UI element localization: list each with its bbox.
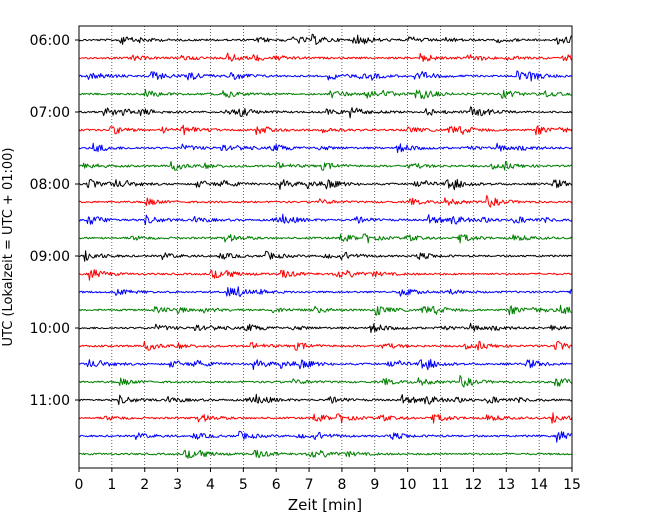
x-tick-label: 8 [337, 477, 346, 493]
trace-line [78, 304, 573, 316]
trace-line [78, 358, 573, 371]
y-tick-label: 10:00 [30, 321, 70, 337]
x-tick-label: 5 [239, 477, 248, 493]
trace-line [78, 412, 573, 424]
trace-line [78, 52, 573, 62]
x-tick-label: 2 [140, 477, 149, 493]
x-tick-label: 10 [399, 477, 417, 493]
trace-line [79, 160, 573, 171]
trace-line [78, 269, 573, 281]
trace-line [78, 340, 573, 351]
x-tick-label: 0 [75, 477, 84, 493]
seismogram-traces [78, 33, 573, 459]
trace-line [78, 70, 573, 82]
x-tick-label: 4 [206, 477, 215, 493]
trace-line [78, 430, 573, 443]
y-tick-label: 09:00 [30, 249, 70, 265]
plot-frame [78, 25, 573, 469]
x-tick-label: 7 [305, 477, 314, 493]
trace-line [78, 124, 573, 136]
y-tick-label: 11:00 [30, 393, 70, 409]
trace-line [78, 195, 573, 208]
trace-line [78, 106, 573, 119]
x-tick-label: 14 [530, 477, 548, 493]
y-tick-label: 06:00 [30, 33, 70, 49]
trace-line [78, 375, 573, 388]
trace-line [78, 213, 573, 226]
x-tick-label: 6 [272, 477, 281, 493]
trace-line [78, 88, 573, 99]
trace-line [78, 178, 573, 191]
y-tick-label: 07:00 [30, 105, 70, 121]
x-tick-label: 13 [497, 477, 515, 493]
y-axis-ticks: 06:00 07:00 08:00 09:00 10:00 11:00 [30, 33, 79, 409]
trace-line [78, 449, 572, 459]
x-axis-ticks: 0 1 2 3 4 5 6 7 8 9 10 11 12 13 14 15 [75, 468, 581, 493]
trace-line [78, 393, 573, 406]
y-tick-label: 08:00 [30, 177, 70, 193]
trace-line [78, 33, 572, 45]
trace-line [78, 250, 573, 262]
trace-line [78, 322, 573, 334]
trace-line [78, 233, 573, 244]
trace-line [78, 142, 572, 154]
x-tick-label: 12 [464, 477, 482, 493]
x-tick-label: 3 [173, 477, 182, 493]
x-tick-label: 9 [370, 477, 379, 493]
x-tick-label: 15 [563, 477, 581, 493]
trace-line [78, 286, 573, 297]
x-tick-label: 11 [432, 477, 450, 493]
y-axis-label: UTC (Lokalzeit = UTC + 01:00) [1, 148, 16, 347]
x-axis-label: Zeit [min] [288, 496, 362, 514]
x-tick-label: 1 [107, 477, 116, 493]
